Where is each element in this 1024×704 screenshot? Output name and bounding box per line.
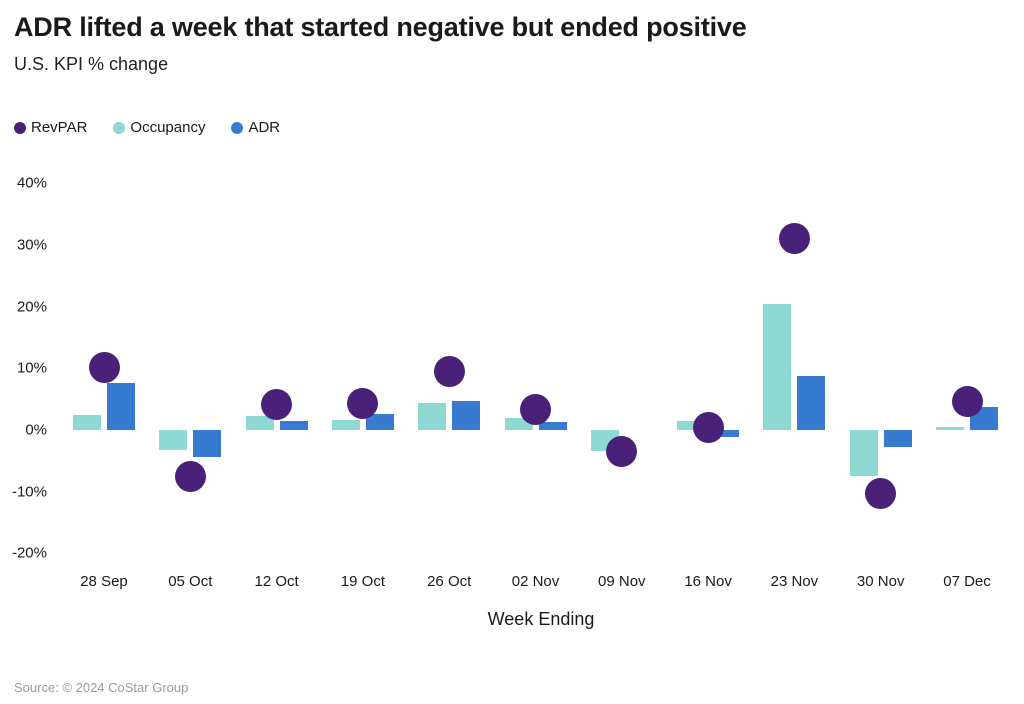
x-axis-tick-label: 30 Nov — [856, 573, 905, 590]
adr-swatch-icon — [231, 121, 244, 134]
revpar-dot — [88, 352, 120, 384]
x-axis-tick-label: 23 Nov — [770, 573, 819, 590]
adr-bar — [193, 430, 222, 457]
legend-label: ADR — [248, 119, 281, 136]
y-axis-tick-label: -20% — [11, 544, 47, 562]
legend-label: RevPAR — [31, 119, 88, 136]
x-axis-tick-label: 26 Oct — [427, 573, 472, 590]
legend-item-adr: ADR — [231, 119, 280, 136]
x-axis-tick-label: 07 Dec — [943, 573, 991, 590]
occupancy-swatch-icon — [113, 121, 126, 134]
source-note: Source: © 2024 CoStar Group — [14, 680, 189, 695]
occupancy-bar — [73, 415, 101, 430]
x-axis-tick-label: 12 Oct — [254, 573, 299, 590]
occupancy-bar — [849, 430, 878, 477]
x-axis-tick-label: 02 Nov — [511, 573, 560, 590]
revpar-dot — [174, 461, 206, 493]
occupancy-bar — [677, 420, 706, 430]
legend: RevPAR Occupancy ADR — [14, 119, 280, 136]
adr-bar — [107, 383, 135, 430]
x-axis-tick-label: 19 Oct — [340, 573, 385, 590]
y-axis-tick-label: -10% — [11, 483, 47, 501]
adr-bar — [797, 375, 826, 430]
occupancy-bar — [763, 304, 792, 430]
revpar-dot — [692, 412, 724, 444]
adr-bar — [883, 430, 912, 448]
revpar-dot — [606, 436, 638, 468]
chart-title: ADR lifted a week that started negative … — [14, 12, 747, 42]
adr-bar — [279, 420, 308, 430]
y-axis-tick-label: 30% — [16, 236, 47, 254]
revpar-dot — [951, 386, 983, 418]
revpar-dot — [865, 478, 897, 510]
occupancy-bar — [245, 415, 274, 430]
x-axis-tick-label: 16 Nov — [684, 573, 732, 590]
occupancy-bar — [936, 426, 964, 430]
revpar-dot — [261, 388, 293, 420]
y-axis-tick-label: 10% — [16, 359, 47, 377]
revpar-swatch-icon — [14, 121, 26, 134]
revpar-dot — [778, 223, 810, 255]
y-axis-tick-label: 0% — [25, 421, 47, 439]
adr-bar — [452, 401, 481, 430]
x-axis-tick-label: 05 Oct — [168, 573, 213, 590]
occupancy-bar — [159, 430, 188, 451]
chart-subtitle: U.S. KPI % change — [14, 54, 169, 74]
y-axis-tick-label: 40% — [16, 174, 47, 192]
occupancy-bar — [504, 418, 533, 430]
revpar-dot — [347, 387, 379, 419]
occupancy-bar — [418, 402, 447, 430]
adr-bar — [711, 430, 740, 437]
x-axis-title: Week Ending — [487, 609, 595, 629]
adr-bar — [365, 413, 394, 430]
x-axis-tick-label: 09 Nov — [598, 573, 646, 590]
occupancy-bar — [331, 420, 360, 430]
x-axis-tick-label: 28 Sep — [80, 573, 128, 590]
legend-label: Occupancy — [130, 119, 206, 136]
adr-bar — [538, 421, 567, 430]
revpar-dot — [520, 394, 551, 426]
legend-item-revpar: RevPAR — [14, 119, 87, 136]
legend-item-occupancy: Occupancy — [113, 119, 205, 136]
revpar-dot — [433, 355, 465, 387]
y-axis-tick-label: 20% — [16, 298, 47, 316]
